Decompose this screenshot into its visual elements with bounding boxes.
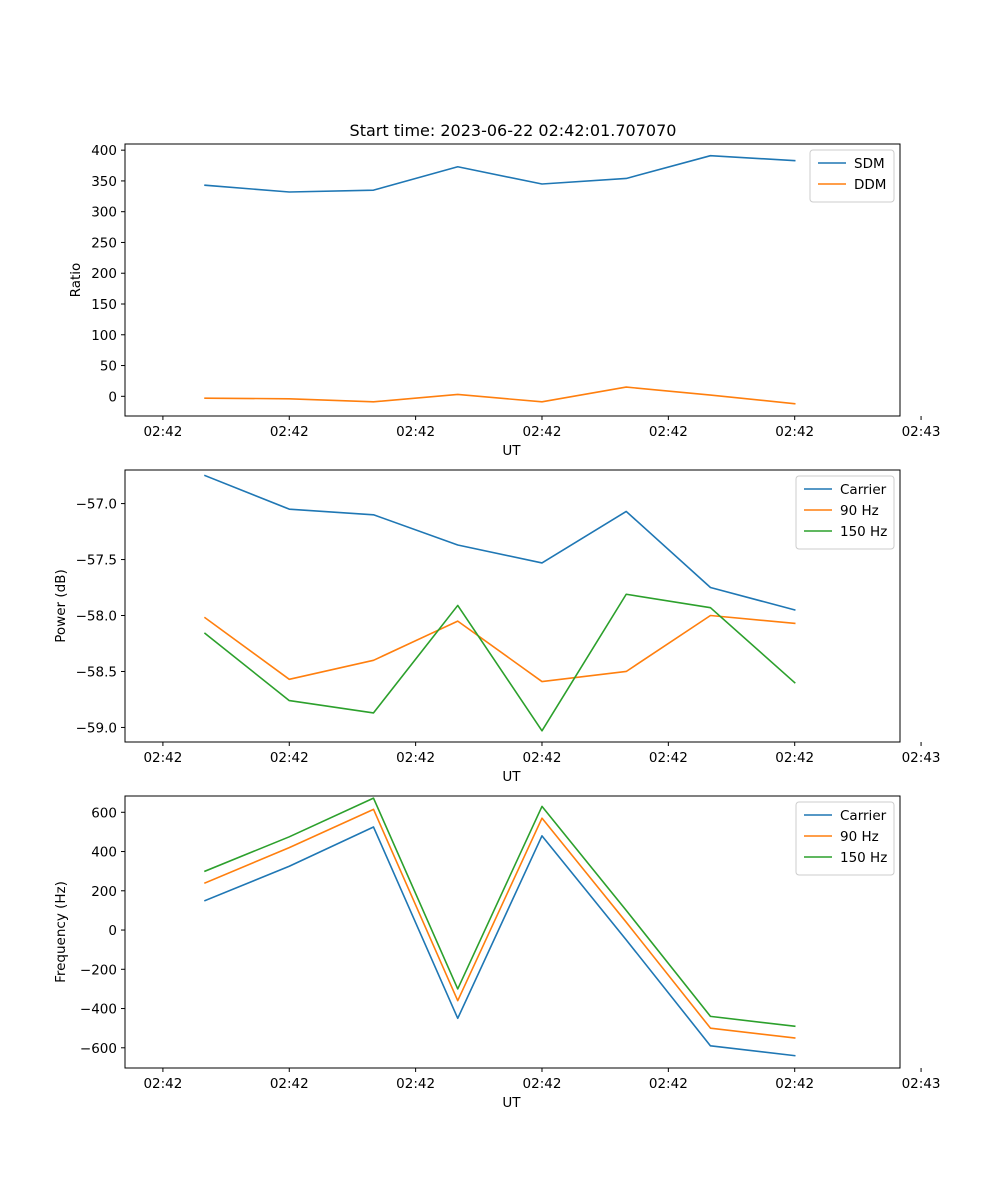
series-line-ddm [204,386,796,405]
x-tick-label: 02:42 [143,424,182,440]
y-tick-label: −58.5 [76,664,117,680]
legend: SDM DDM [809,149,895,203]
x-tick-label: 02:42 [523,750,562,766]
legend-entry-ddm: DDM [854,177,886,193]
x-tick-label: 02:42 [396,1076,435,1092]
subplot-1: 02:42 02:42 02:42 02:42 02:42 02:42 02:43 0 50 10… [68,143,941,459]
legend-entry-carrier: Carrier [840,808,887,824]
series-line-150-hz [203,797,796,1028]
x-tick-label: 02:42 [649,424,688,440]
subplot-3: 02:42 02:42 02:42 02:42 02:42 02:42 02:43 −600 −… [53,795,941,1111]
y-tick-label: −200 [80,962,117,978]
y-axis-label: Ratio [68,263,84,298]
x-tick-label: 02:42 [270,750,309,766]
y-tick-label: 200 [91,884,117,900]
y-tick-label: 250 [91,235,117,251]
series-line-sdm [204,154,796,193]
y-tick-label: 0 [108,923,117,939]
y-tick-label: 150 [91,297,117,313]
x-tick-label: 02:42 [523,424,562,440]
x-tick-label: 02:42 [649,750,688,766]
y-tick-label: 200 [91,266,117,282]
y-tick-label: −58.0 [76,609,117,625]
y-axis-label: Power (dB) [53,569,69,642]
y-tick-label: 300 [91,205,117,221]
y-tick-label: 50 [100,359,117,375]
x-tick-label: 02:42 [523,1076,562,1092]
x-tick-label: 02:42 [396,424,435,440]
x-tick-label: 02:42 [396,750,435,766]
series-group [203,474,796,732]
series-group [204,154,796,405]
x-tick-label: 02:42 [270,1076,309,1092]
subplot-2: 02:42 02:42 02:42 02:42 02:42 02:42 02:43 −59.0… [53,469,941,785]
y-tick-label: −57.5 [76,553,117,569]
x-tick-label: 02:42 [143,750,182,766]
y-tick-label: 600 [91,805,117,821]
legend-entry-150-hz: 150 Hz [840,850,887,866]
axes-frame [124,143,901,417]
series-line-carrier [203,474,796,611]
x-tick-label: 02:43 [902,750,941,766]
series-line-carrier [203,826,796,1057]
legend-entry-150-hz: 150 Hz [840,524,887,540]
y-tick-label: 0 [108,389,117,405]
series-line-90-hz [203,614,796,683]
legend-entry-90-hz: 90 Hz [840,503,879,519]
x-tick-label: 02:43 [902,424,941,440]
x-tick-label: 02:42 [143,1076,182,1092]
legend-entry-90-hz: 90 Hz [840,829,879,845]
legend-entry-carrier: Carrier [840,482,887,498]
y-tick-label: 400 [91,143,117,159]
series-line-90-hz [203,808,796,1039]
legend: Carrier 90 Hz 150 Hz [795,801,895,876]
y-tick-label: −59.0 [76,720,117,736]
x-tick-label: 02:42 [649,1076,688,1092]
x-axis-label: UT [502,1095,521,1111]
legend-entry-sdm: SDM [854,156,885,172]
x-tick-label: 02:43 [902,1076,941,1092]
x-tick-label: 02:42 [775,1076,814,1092]
x-tick-label: 02:42 [775,750,814,766]
axes-frame [124,469,901,743]
y-axis-label: Frequency (Hz) [53,881,69,983]
x-tick-label: 02:42 [775,424,814,440]
series-group [203,797,796,1057]
y-tick-label: −57.0 [76,497,117,513]
y-tick-label: −400 [80,1002,117,1018]
axes-frame [124,795,901,1069]
x-axis-label: UT [502,769,521,785]
y-tick-label: 350 [91,174,117,190]
y-tick-label: 400 [91,845,117,861]
x-tick-label: 02:42 [270,424,309,440]
series-line-150-hz [203,593,796,732]
y-tick-label: 100 [91,328,117,344]
legend: Carrier 90 Hz 150 Hz [795,475,895,550]
x-axis-label: UT [502,443,521,459]
figure-title: Start time: 2023-06-22 02:42:01.707070 [350,121,677,140]
y-tick-label: −600 [80,1041,117,1057]
